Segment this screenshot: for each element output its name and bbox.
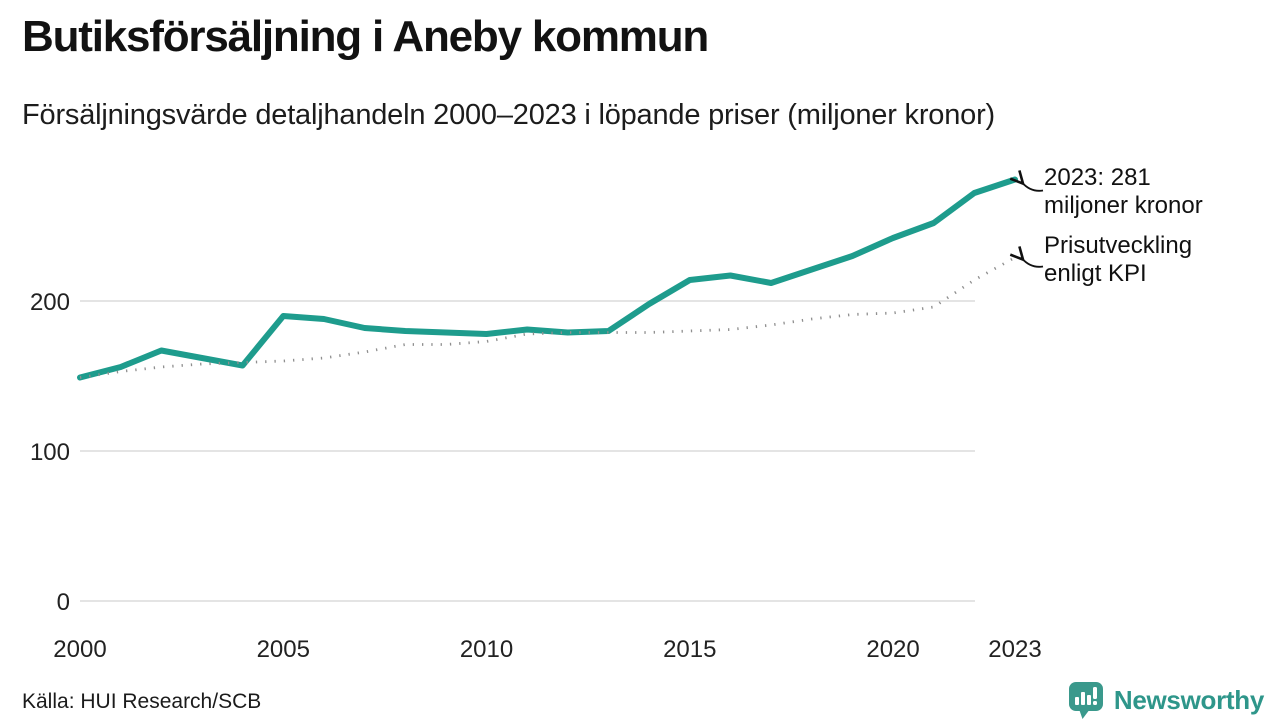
y-tick-label: 0 bbox=[57, 589, 70, 616]
axis-layer: 0 100 200 2000 2005 2010 2015 2020 2023 bbox=[30, 289, 1042, 663]
x-tick-label: 2010 bbox=[460, 636, 513, 663]
series-layer bbox=[77, 176, 1018, 381]
y-tick-label: 100 bbox=[30, 439, 70, 466]
annotation-sales-2023: 2023: 281 miljoner kronor bbox=[1044, 164, 1274, 220]
annotation-line: 2023: 281 bbox=[1044, 164, 1151, 191]
series-line-sales bbox=[77, 176, 1018, 381]
annotation-line: miljoner kronor bbox=[1044, 192, 1203, 219]
page-subtitle: Försäljningsvärde detaljhandeln 2000–202… bbox=[22, 99, 995, 131]
arrow-layer bbox=[1022, 183, 1044, 268]
page-title: Butiksförsäljning i Aneby kommun bbox=[22, 12, 709, 61]
annotation-arrow bbox=[1022, 183, 1044, 192]
newsworthy-brand-name: Newsworthy bbox=[1113, 684, 1264, 715]
source-text: Källa: HUI Research/SCB bbox=[22, 690, 262, 713]
newsworthy-logo-icon bbox=[1068, 681, 1103, 719]
annotation-line: enligt KPI bbox=[1044, 260, 1147, 287]
newsworthy-brand: Newsworthy bbox=[1068, 679, 1264, 721]
annotation-line: Prisutveckling bbox=[1044, 232, 1193, 259]
annotation-kpi: Prisutveckling enligt KPI bbox=[1044, 232, 1274, 288]
x-tick-label: 2005 bbox=[257, 636, 310, 663]
y-tick-label: 200 bbox=[30, 289, 70, 316]
annotation-arrow bbox=[1022, 259, 1044, 268]
x-tick-label: 2015 bbox=[663, 636, 716, 663]
x-tick-label: 2000 bbox=[53, 636, 106, 663]
x-tick-label: 2020 bbox=[866, 636, 919, 663]
grid-layer bbox=[80, 300, 975, 602]
x-tick-label: 2023 bbox=[988, 636, 1041, 663]
